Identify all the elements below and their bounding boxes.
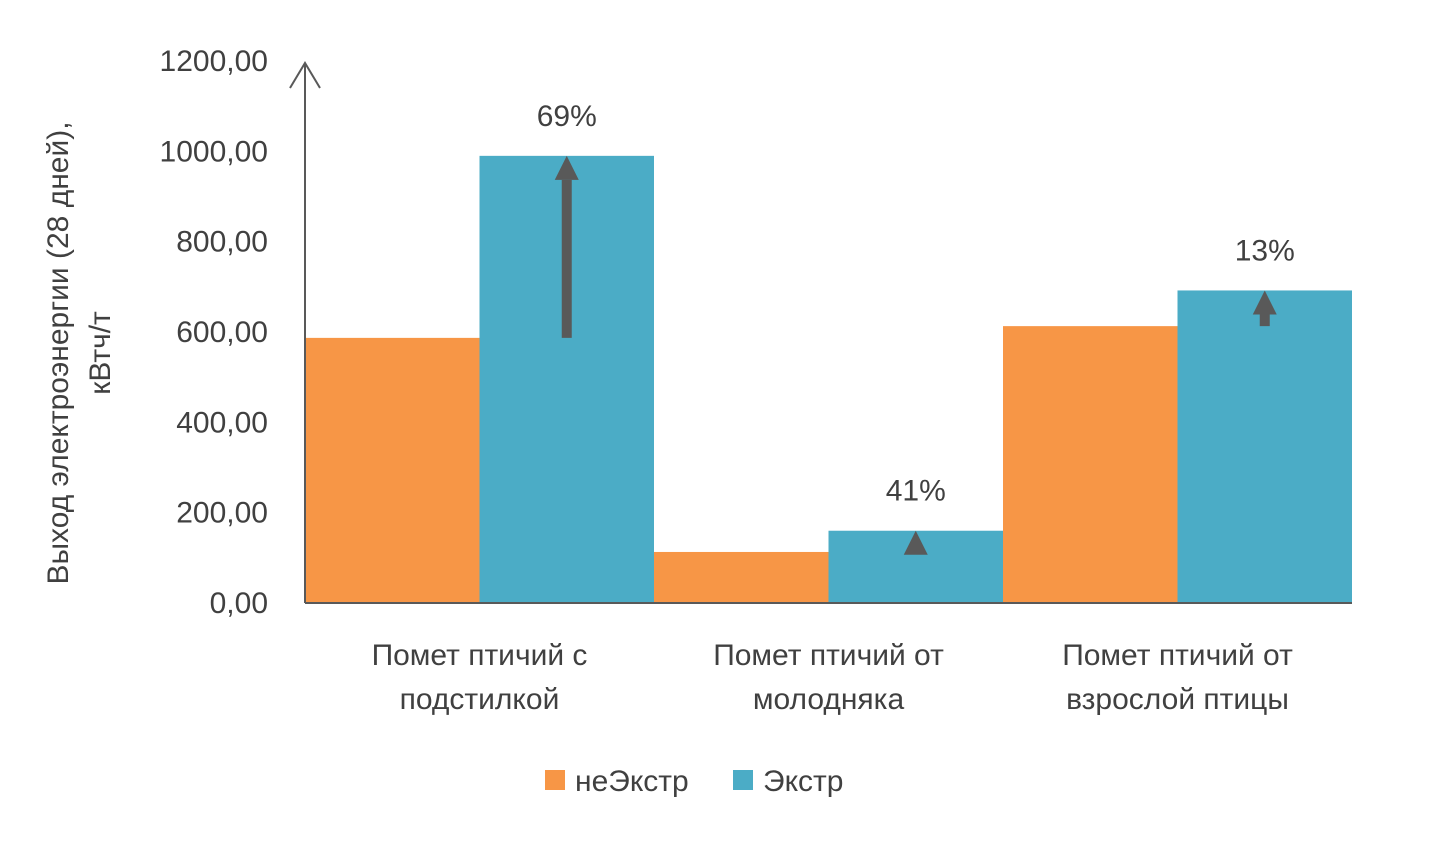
increase-arrows	[554, 155, 1277, 555]
x-category-label-3: взрослой птицы	[1066, 683, 1289, 716]
y-tick-label: 1000,00	[160, 135, 268, 168]
bar-neekstr-1	[305, 337, 480, 603]
legend-label: неЭкстр	[575, 765, 689, 798]
x-category-label-3: Помет птичий от	[1062, 639, 1293, 672]
increase-label-1: 69%	[537, 100, 597, 133]
bar-neekstr-2	[654, 551, 829, 603]
data-labels: 69% 41% 13%	[537, 100, 1295, 508]
y-tick-label: 200,00	[176, 497, 268, 530]
arrow-shaft	[561, 179, 572, 338]
y-axis-label-line-1: Выход электроэнергии (28 дней),	[42, 121, 75, 584]
legend-swatch	[733, 770, 753, 790]
x-category-label-2: молодняка	[753, 683, 905, 716]
legend-swatch	[545, 770, 565, 790]
arrow-head	[554, 155, 579, 180]
increase-label-3: 13%	[1235, 234, 1295, 267]
y-tick-label: 800,00	[176, 226, 268, 259]
y-axis-label-line-2: кВтч/т	[84, 311, 117, 395]
y-tick-label: 0,00	[210, 587, 268, 620]
increase-arrow-1	[554, 155, 579, 338]
y-axis-arrowhead	[289, 61, 321, 89]
increase-arrow-2	[903, 530, 928, 555]
x-category-label-2: Помет птичий от	[713, 639, 944, 672]
y-tick-label: 600,00	[176, 316, 268, 349]
legend-item-neekstr: неЭкстр	[545, 765, 689, 798]
y-tick-label: 400,00	[176, 406, 268, 439]
increase-label-2: 41%	[886, 475, 946, 508]
increase-arrow-3	[1252, 290, 1277, 327]
y-axis-label: Выход электроэнергии (28 дней), кВтч/т	[42, 121, 117, 584]
bar-neekstr-3	[1003, 326, 1178, 603]
arrow-head	[1252, 290, 1277, 315]
arrow-head	[903, 530, 928, 555]
axes	[289, 61, 1352, 604]
legend: неЭкстр Экстр	[545, 765, 843, 798]
x-category-label-1: Помет птичий с	[372, 639, 588, 672]
y-axis-ticks: 0,00 200,00 400,00 600,00 800,00 1000,00 1200,…	[160, 45, 268, 620]
x-category-label-1: подстилкой	[400, 683, 560, 716]
legend-item-ekstr: Экстр	[733, 765, 843, 798]
x-axis-categories: Помет птичий с подстилкой Помет птичий от м…	[372, 639, 1294, 716]
y-tick-label: 1200,00	[160, 45, 268, 78]
bars	[305, 155, 1352, 603]
legend-label: Экстр	[763, 765, 843, 798]
bar-ekstr-3	[1177, 290, 1352, 603]
arrow-shaft	[1259, 314, 1270, 327]
